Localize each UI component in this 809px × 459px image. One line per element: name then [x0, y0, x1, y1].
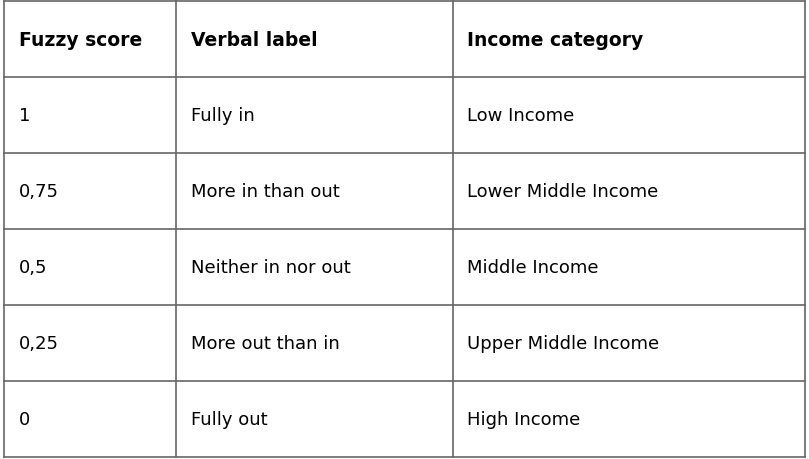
Text: Verbal label: Verbal label	[191, 31, 317, 50]
Text: Middle Income: Middle Income	[467, 258, 599, 276]
Text: 0,25: 0,25	[19, 334, 58, 352]
Text: 0,5: 0,5	[19, 258, 47, 276]
Text: 0,75: 0,75	[19, 183, 58, 201]
Text: High Income: High Income	[467, 410, 580, 428]
Text: Fully in: Fully in	[191, 107, 255, 125]
Text: 0: 0	[19, 410, 30, 428]
Text: Upper Middle Income: Upper Middle Income	[467, 334, 659, 352]
Text: More in than out: More in than out	[191, 183, 340, 201]
Text: Fully out: Fully out	[191, 410, 268, 428]
Text: Fuzzy score: Fuzzy score	[19, 31, 142, 50]
Text: More out than in: More out than in	[191, 334, 340, 352]
Text: Low Income: Low Income	[467, 107, 574, 125]
Text: Income category: Income category	[467, 31, 643, 50]
Text: 1: 1	[19, 107, 30, 125]
Text: Lower Middle Income: Lower Middle Income	[467, 183, 659, 201]
Text: Neither in nor out: Neither in nor out	[191, 258, 350, 276]
